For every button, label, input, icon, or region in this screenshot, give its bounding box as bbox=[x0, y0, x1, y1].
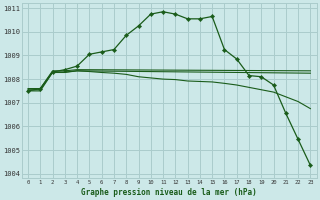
X-axis label: Graphe pression niveau de la mer (hPa): Graphe pression niveau de la mer (hPa) bbox=[81, 188, 257, 197]
